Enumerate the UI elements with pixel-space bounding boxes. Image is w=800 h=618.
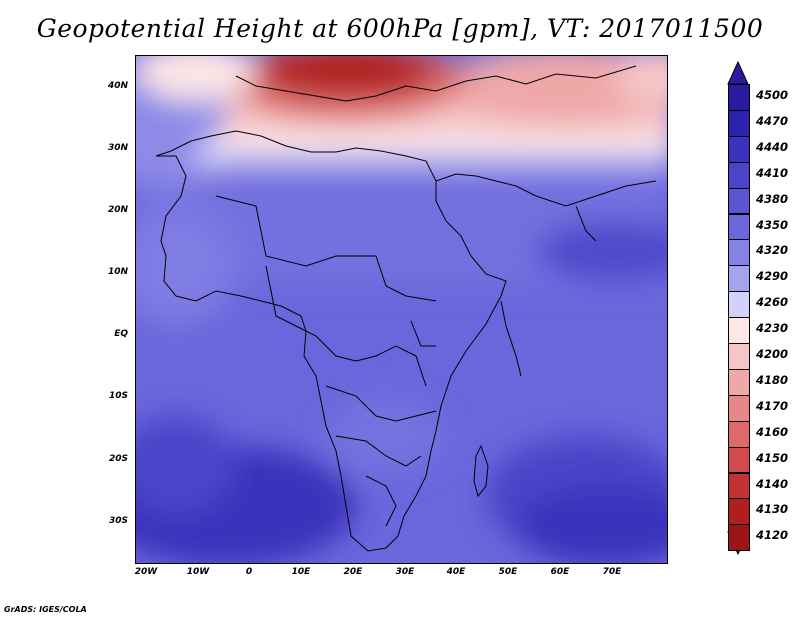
colorbar-swatch: [728, 446, 750, 474]
arabia-coast: [435, 173, 657, 207]
colorbar-label: 4290: [756, 269, 789, 284]
lat-tick: 40N: [107, 81, 128, 91]
chart-title: Geopotential Height at 600hPa [gpm], VT:…: [36, 14, 764, 43]
lon-tick: 60E: [550, 567, 570, 577]
colorbar-label: 4410: [756, 165, 789, 180]
colorbar-label: 4180: [756, 372, 789, 387]
colorbar-swatch: [728, 394, 750, 422]
colorbar-swatch: [728, 161, 750, 189]
lon-tick: 10W: [186, 567, 210, 577]
colorbar-label: 4320: [756, 243, 789, 258]
lon-tick: 20E: [343, 567, 363, 577]
lon-tick: 70E: [602, 567, 622, 577]
colorbar-swatch: [728, 343, 750, 370]
colorbar-swatch: [728, 84, 750, 111]
lat-tick: EQ: [114, 329, 128, 339]
colorbar-label: 4120: [756, 528, 789, 543]
india-coast: [575, 205, 597, 242]
border-lines-1: [215, 195, 437, 302]
colorbar-label: 4230: [756, 321, 789, 336]
border-lines-4: [335, 435, 422, 467]
lat-tick: 10N: [107, 267, 128, 277]
coastlines-and-borders: [155, 65, 657, 552]
lon-tick: 10E: [291, 567, 311, 577]
horn-coast: [500, 300, 522, 377]
colorbar-label: 4380: [756, 191, 789, 206]
colorbar-swatch: [728, 498, 750, 526]
colorbar-swatch: [728, 187, 750, 215]
lat-tick: 10S: [108, 391, 128, 401]
colorbar-swatch: [728, 213, 750, 241]
lat-tick: 30S: [108, 516, 128, 526]
colorbar-swatch: [728, 420, 750, 448]
colorbar-swatch: [728, 472, 750, 500]
colorbar-label: 4150: [756, 450, 789, 465]
lon-tick: 40E: [446, 567, 466, 577]
colorbar-swatch: [728, 239, 750, 267]
lon-tick: 30E: [395, 567, 415, 577]
lon-tick: 50E: [498, 567, 518, 577]
lake-victoria: [410, 320, 436, 347]
lat-tick: 30N: [107, 143, 128, 153]
map-panel: [135, 55, 668, 564]
grads-credit: GrADS: IGES/COLA: [4, 605, 87, 614]
mediterranean-coast: [235, 65, 637, 102]
colorbar-label: 4440: [756, 139, 789, 154]
colorbar-label: 4130: [756, 502, 789, 517]
colorbar-label: 4500: [756, 88, 789, 102]
height-field-shading: [136, 56, 667, 563]
colorbar-label: 4170: [756, 398, 789, 413]
colorbar-label: 4470: [756, 113, 789, 128]
colorbar-label: 4350: [756, 217, 789, 232]
colorbar-label: 4140: [756, 476, 789, 491]
colorbar-swatch: [728, 317, 750, 344]
africa-coastline: [155, 130, 507, 552]
lat-tick: 20S: [108, 454, 128, 464]
colorbar-swatch: [728, 524, 750, 552]
colorbar-swatch: [728, 135, 750, 163]
colorbar-swatch: [728, 265, 750, 293]
colorbar-label: 4160: [756, 424, 789, 439]
colorbar-top-arrow: [727, 60, 749, 85]
border-lines-5: [365, 475, 397, 527]
madagascar-outline: [473, 444, 489, 498]
colorbar-swatch: [728, 109, 750, 137]
border-lines-2: [265, 265, 427, 387]
colorbar-swatch: [728, 368, 750, 396]
colorbar-label: 4260: [756, 295, 789, 310]
colorbar-label: 4200: [756, 347, 789, 361]
lat-tick: 20N: [107, 205, 128, 215]
lon-tick: 20W: [134, 567, 158, 577]
border-lines-3: [325, 385, 437, 422]
colorbar-swatch: [728, 291, 750, 319]
lon-tick: 0: [245, 567, 253, 577]
